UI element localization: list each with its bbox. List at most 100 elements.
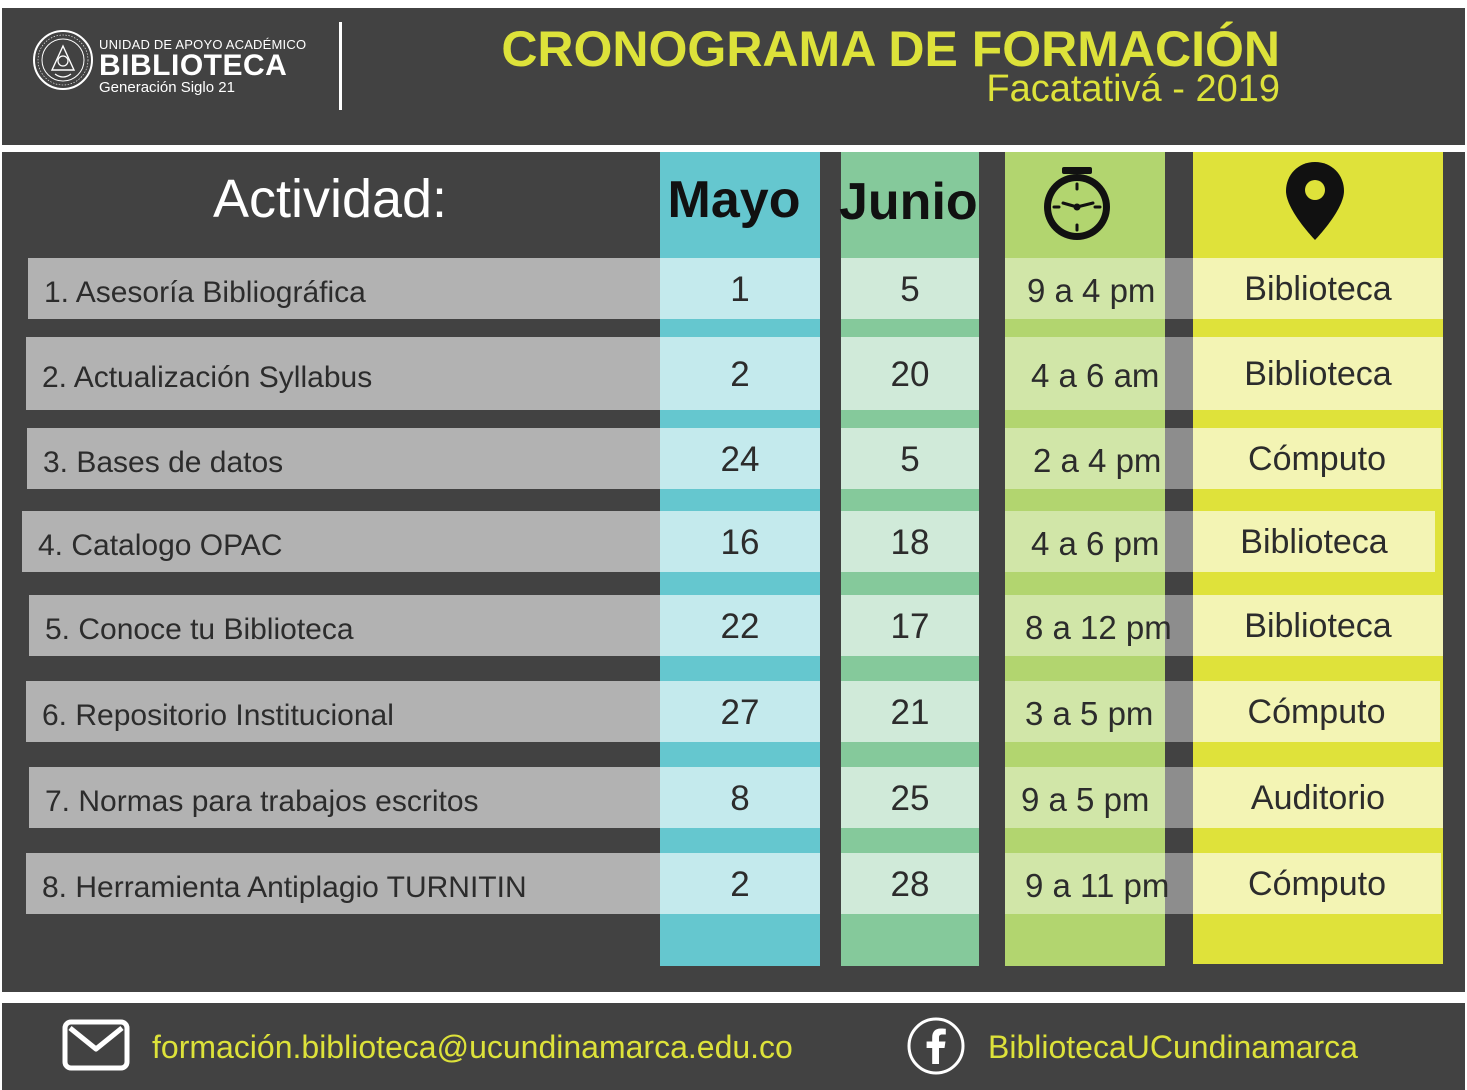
lugar-cell: Cómputo bbox=[1193, 853, 1441, 914]
table-row: 1. Asesoría Bibliográfica 1 5 9 a 4 pm Bibli… bbox=[0, 258, 1467, 319]
junio-day: 17 bbox=[890, 607, 930, 646]
table-row: 8. Herramienta Antiplagio TURNITIN 2 28 9 a… bbox=[0, 853, 1467, 914]
mayo-day: 8 bbox=[730, 779, 750, 818]
footer-bar bbox=[2, 1003, 1465, 1090]
lugar-value: Biblioteca bbox=[1244, 270, 1392, 308]
activity-cell: 1. Asesoría Bibliográfica bbox=[28, 258, 660, 319]
mayo-cell: 24 bbox=[660, 428, 820, 489]
junio-day: 18 bbox=[890, 523, 930, 562]
hora-value: 8 a 12 pm bbox=[1025, 609, 1172, 646]
table-row: 4. Catalogo OPAC 16 18 4 a 6 pm Biblioteca bbox=[0, 511, 1467, 572]
hora-value: 3 a 5 pm bbox=[1025, 695, 1154, 732]
hora-value: 9 a 11 pm bbox=[1025, 867, 1170, 904]
clock-icon bbox=[1044, 167, 1110, 240]
junio-cell: 25 bbox=[841, 767, 979, 828]
lugar-value: Biblioteca bbox=[1244, 607, 1392, 645]
mayo-day: 1 bbox=[730, 270, 750, 309]
mayo-day: 24 bbox=[720, 440, 760, 479]
mayo-cell: 22 bbox=[660, 595, 820, 656]
facebook-page-link[interactable]: BibliotecaUCundinamarca bbox=[988, 1029, 1358, 1065]
contact-email[interactable]: formación.biblioteca@ucundinamarca.edu.c… bbox=[152, 1029, 793, 1065]
header-divider bbox=[339, 22, 342, 110]
lugar-cell: Biblioteca bbox=[1193, 258, 1443, 319]
mayo-day: 16 bbox=[720, 523, 760, 562]
mayo-cell: 2 bbox=[660, 853, 820, 914]
university-seal-logo bbox=[33, 30, 93, 90]
lugar-cell: Biblioteca bbox=[1193, 511, 1435, 572]
junio-day: 21 bbox=[890, 693, 930, 732]
junio-heading: Junio bbox=[839, 173, 978, 231]
page-title: CRONOGRAMA DE FORMACIÓN bbox=[501, 21, 1280, 77]
mayo-day: 2 bbox=[730, 355, 750, 394]
hora-cell: 4 a 6 am bbox=[1005, 337, 1193, 410]
hora-value: 9 a 4 pm bbox=[1027, 272, 1156, 309]
junio-day: 5 bbox=[900, 270, 920, 309]
lugar-cell: Biblioteca bbox=[1193, 595, 1443, 656]
hora-value: 2 a 4 pm bbox=[1033, 442, 1162, 479]
junio-day: 5 bbox=[900, 440, 920, 479]
lugar-cell: Biblioteca bbox=[1193, 337, 1443, 410]
mayo-cell: 2 bbox=[660, 337, 820, 410]
table-row: 7. Normas para trabajos escritos 8 25 9 a 5… bbox=[0, 767, 1467, 828]
hora-column bbox=[1005, 152, 1165, 966]
mayo-heading: Mayo bbox=[667, 171, 801, 229]
activity-cell: 6. Repositorio Institucional bbox=[26, 681, 660, 742]
activity-label: 4. Catalogo OPAC bbox=[38, 529, 283, 562]
activity-label: 8. Herramienta Antiplagio TURNITIN bbox=[42, 871, 527, 904]
facebook-icon[interactable] bbox=[906, 1016, 966, 1076]
junio-cell: 18 bbox=[841, 511, 979, 572]
page-subtitle: Facatativá - 2019 bbox=[986, 68, 1280, 110]
activity-label: 5. Conoce tu Biblioteca bbox=[45, 613, 354, 646]
hora-value: 9 a 5 pm bbox=[1021, 781, 1150, 818]
hora-cell: 2 a 4 pm bbox=[1005, 428, 1193, 489]
junio-cell: 5 bbox=[841, 258, 979, 319]
hora-cell: 9 a 11 pm bbox=[1005, 853, 1193, 914]
activity-cell: 7. Normas para trabajos escritos bbox=[29, 767, 660, 828]
activity-cell: 5. Conoce tu Biblioteca bbox=[29, 595, 660, 656]
lugar-value: Cómputo bbox=[1248, 440, 1386, 478]
activity-label: 1. Asesoría Bibliográfica bbox=[44, 276, 366, 309]
table-row: 5. Conoce tu Biblioteca 22 17 8 a 12 pm Bibl… bbox=[0, 595, 1467, 656]
activity-cell: 8. Herramienta Antiplagio TURNITIN bbox=[26, 853, 660, 914]
mayo-day: 2 bbox=[730, 865, 750, 904]
logo-tagline: Generación Siglo 21 bbox=[99, 79, 235, 96]
activity-label: 6. Repositorio Institucional bbox=[42, 699, 394, 732]
lugar-value: Auditorio bbox=[1250, 779, 1386, 817]
hora-cell: 9 a 5 pm bbox=[1005, 767, 1193, 828]
table-row: 2. Actualización Syllabus 2 20 4 a 6 am Bibl… bbox=[0, 337, 1467, 410]
activity-cell: 2. Actualización Syllabus bbox=[26, 337, 660, 410]
activity-cell: 3. Bases de datos bbox=[27, 428, 660, 489]
junio-cell: 21 bbox=[841, 681, 979, 742]
hora-cell: 9 a 4 pm bbox=[1005, 258, 1193, 319]
junio-cell: 5 bbox=[841, 428, 979, 489]
logo-name: BIBLIOTECA bbox=[99, 49, 288, 82]
location-pin-icon bbox=[1286, 162, 1344, 240]
header-bar bbox=[2, 8, 1465, 145]
activity-cell: 4. Catalogo OPAC bbox=[22, 511, 660, 572]
mayo-cell: 8 bbox=[660, 767, 820, 828]
lugar-value: Cómputo bbox=[1247, 693, 1386, 731]
activity-label: 7. Normas para trabajos escritos bbox=[45, 785, 479, 818]
lugar-cell: Auditorio bbox=[1193, 767, 1443, 828]
table-row: 3. Bases de datos 24 5 2 a 4 pm Cómputo bbox=[0, 428, 1467, 489]
junio-cell: 28 bbox=[841, 853, 979, 914]
mayo-cell: 1 bbox=[660, 258, 820, 319]
actividad-heading: Actividad: bbox=[212, 169, 448, 229]
hora-cell: 8 a 12 pm bbox=[1005, 595, 1193, 656]
table-row: 6. Repositorio Institucional 27 21 3 a 5 pm… bbox=[0, 681, 1467, 742]
activity-label: 2. Actualización Syllabus bbox=[42, 361, 373, 394]
lugar-value: Biblioteca bbox=[1244, 355, 1392, 393]
logo-top-line: UNIDAD DE APOYO ACADÉMICO bbox=[99, 37, 307, 52]
hora-cell: 4 a 6 pm bbox=[1005, 511, 1193, 572]
junio-day: 25 bbox=[890, 779, 930, 818]
activity-label: 3. Bases de datos bbox=[43, 446, 284, 479]
lugar-cell: Cómputo bbox=[1193, 428, 1441, 489]
hora-value: 4 a 6 pm bbox=[1031, 525, 1160, 562]
junio-cell: 20 bbox=[841, 337, 979, 410]
mayo-cell: 27 bbox=[660, 681, 820, 742]
junio-day: 28 bbox=[890, 865, 930, 904]
mail-icon bbox=[62, 1019, 130, 1071]
lugar-value: Biblioteca bbox=[1240, 523, 1388, 561]
hora-cell: 3 a 5 pm bbox=[1005, 681, 1193, 742]
mayo-cell: 16 bbox=[660, 511, 820, 572]
